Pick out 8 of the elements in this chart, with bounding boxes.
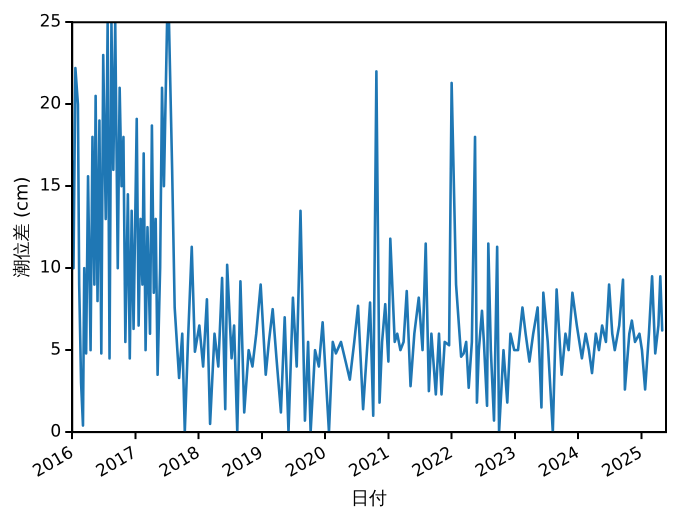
x-axis-title: 日付 bbox=[351, 488, 388, 509]
y-tick-label: 10 bbox=[40, 258, 62, 278]
y-tick-label: 15 bbox=[40, 176, 62, 196]
y-tick-label: 25 bbox=[40, 12, 62, 32]
y-axis-title: 潮位差 (cm) bbox=[11, 176, 32, 278]
y-tick-label: 5 bbox=[50, 340, 62, 360]
y-tick-label: 20 bbox=[40, 94, 62, 114]
y-tick-label: 0 bbox=[50, 422, 62, 442]
